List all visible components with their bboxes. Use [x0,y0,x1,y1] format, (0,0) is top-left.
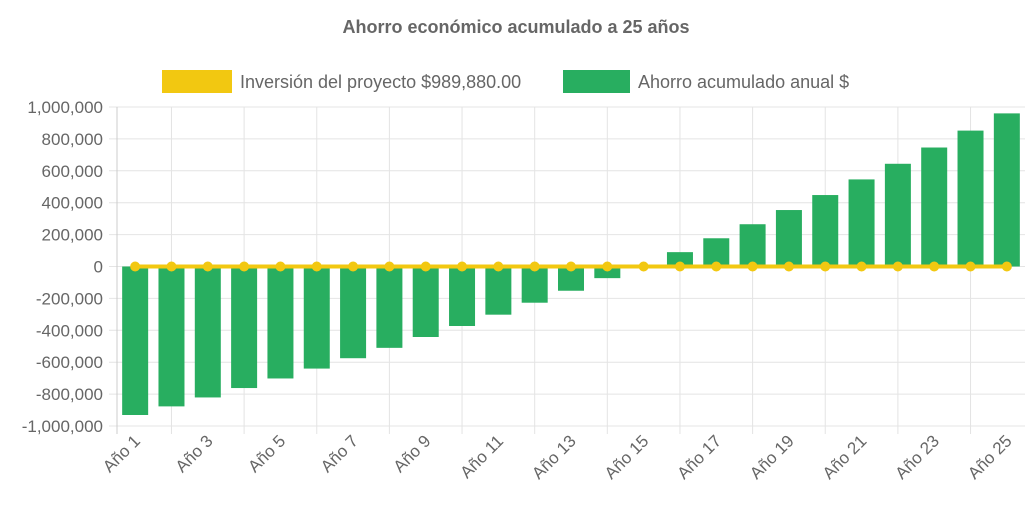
y-tick-label: 0 [94,258,103,277]
investment-point [856,261,867,272]
chart-title: Ahorro económico acumulado a 25 años [342,17,689,37]
savings-bar [884,163,911,267]
savings-bar [921,147,948,267]
savings-bar [412,266,439,337]
investment-point [602,261,613,272]
x-tick-label: Año 3 [172,431,217,476]
x-tick-label: Año 21 [819,431,871,483]
x-tick-label: Año 7 [317,431,362,476]
investment-point [711,261,722,272]
savings-bar [158,266,185,407]
legend-label-investment[interactable]: Inversión del proyecto $989,880.00 [240,72,521,92]
investment-point [202,261,213,272]
savings-bar [957,130,984,267]
y-tick-label: 400,000 [42,194,103,213]
investment-point [348,261,359,272]
savings-bar [775,210,802,267]
investment-point [929,261,940,272]
savings-bar [521,266,548,303]
legend: Inversión del proyecto $989,880.00 Ahorr… [162,70,849,93]
y-tick-label: 1,000,000 [27,98,103,117]
savings-bar [449,266,476,326]
investment-point [783,261,794,272]
investment-point [130,261,141,272]
y-tick-label: -600,000 [36,353,103,372]
investment-point [965,261,976,272]
savings-bar [340,266,367,359]
investment-point [638,261,649,272]
investment-point [566,261,576,272]
x-tick-label: Año 17 [674,431,726,483]
x-tick-label: Año 1 [99,431,144,476]
legend-swatch-investment [162,70,232,93]
investment-point [384,261,395,272]
savings-bar [122,266,149,415]
savings-bar [303,266,330,369]
y-tick-label: -400,000 [36,321,103,340]
x-tick-label: Año 13 [528,431,580,483]
investment-point [820,261,831,272]
savings-bar [739,224,766,267]
investment-point [747,261,758,272]
investment-point [420,261,431,272]
investment-point [892,261,903,272]
y-tick-label: -1,000,000 [22,417,103,436]
savings-bar [267,266,294,379]
savings-bar [194,266,221,398]
savings-bar [666,252,693,267]
x-tick-label: Año 19 [746,431,798,483]
investment-point [166,261,177,272]
y-tick-label: 800,000 [42,130,103,149]
savings-bar [376,266,403,348]
savings-bar [594,266,621,279]
investment-point [493,261,504,272]
y-tick-label: -800,000 [36,385,103,404]
x-tick-label: Año 15 [601,431,653,483]
savings-bar [812,195,839,267]
investment-point [674,261,685,272]
y-tick-label: 200,000 [42,226,103,245]
x-tick-label: Año 5 [244,431,289,476]
x-tick-label: Año 23 [891,431,943,483]
investment-point [457,261,468,272]
savings-bar [231,266,258,389]
legend-label-savings[interactable]: Ahorro acumulado anual $ [638,72,849,92]
x-tick-label: Año 11 [457,431,508,482]
investment-point [311,261,322,272]
savings-bar [485,266,512,315]
investment-point [529,261,540,272]
savings-bar [993,113,1020,267]
savings-bar [848,179,875,267]
x-tick-label: Año 9 [390,431,435,476]
legend-swatch-savings [563,70,630,93]
y-tick-label: 600,000 [42,162,103,181]
y-tick-label: -200,000 [36,289,103,308]
investment-point [239,261,250,272]
investment-point [1001,261,1012,272]
x-tick-label: Año 25 [964,431,1016,483]
investment-point [275,261,286,272]
